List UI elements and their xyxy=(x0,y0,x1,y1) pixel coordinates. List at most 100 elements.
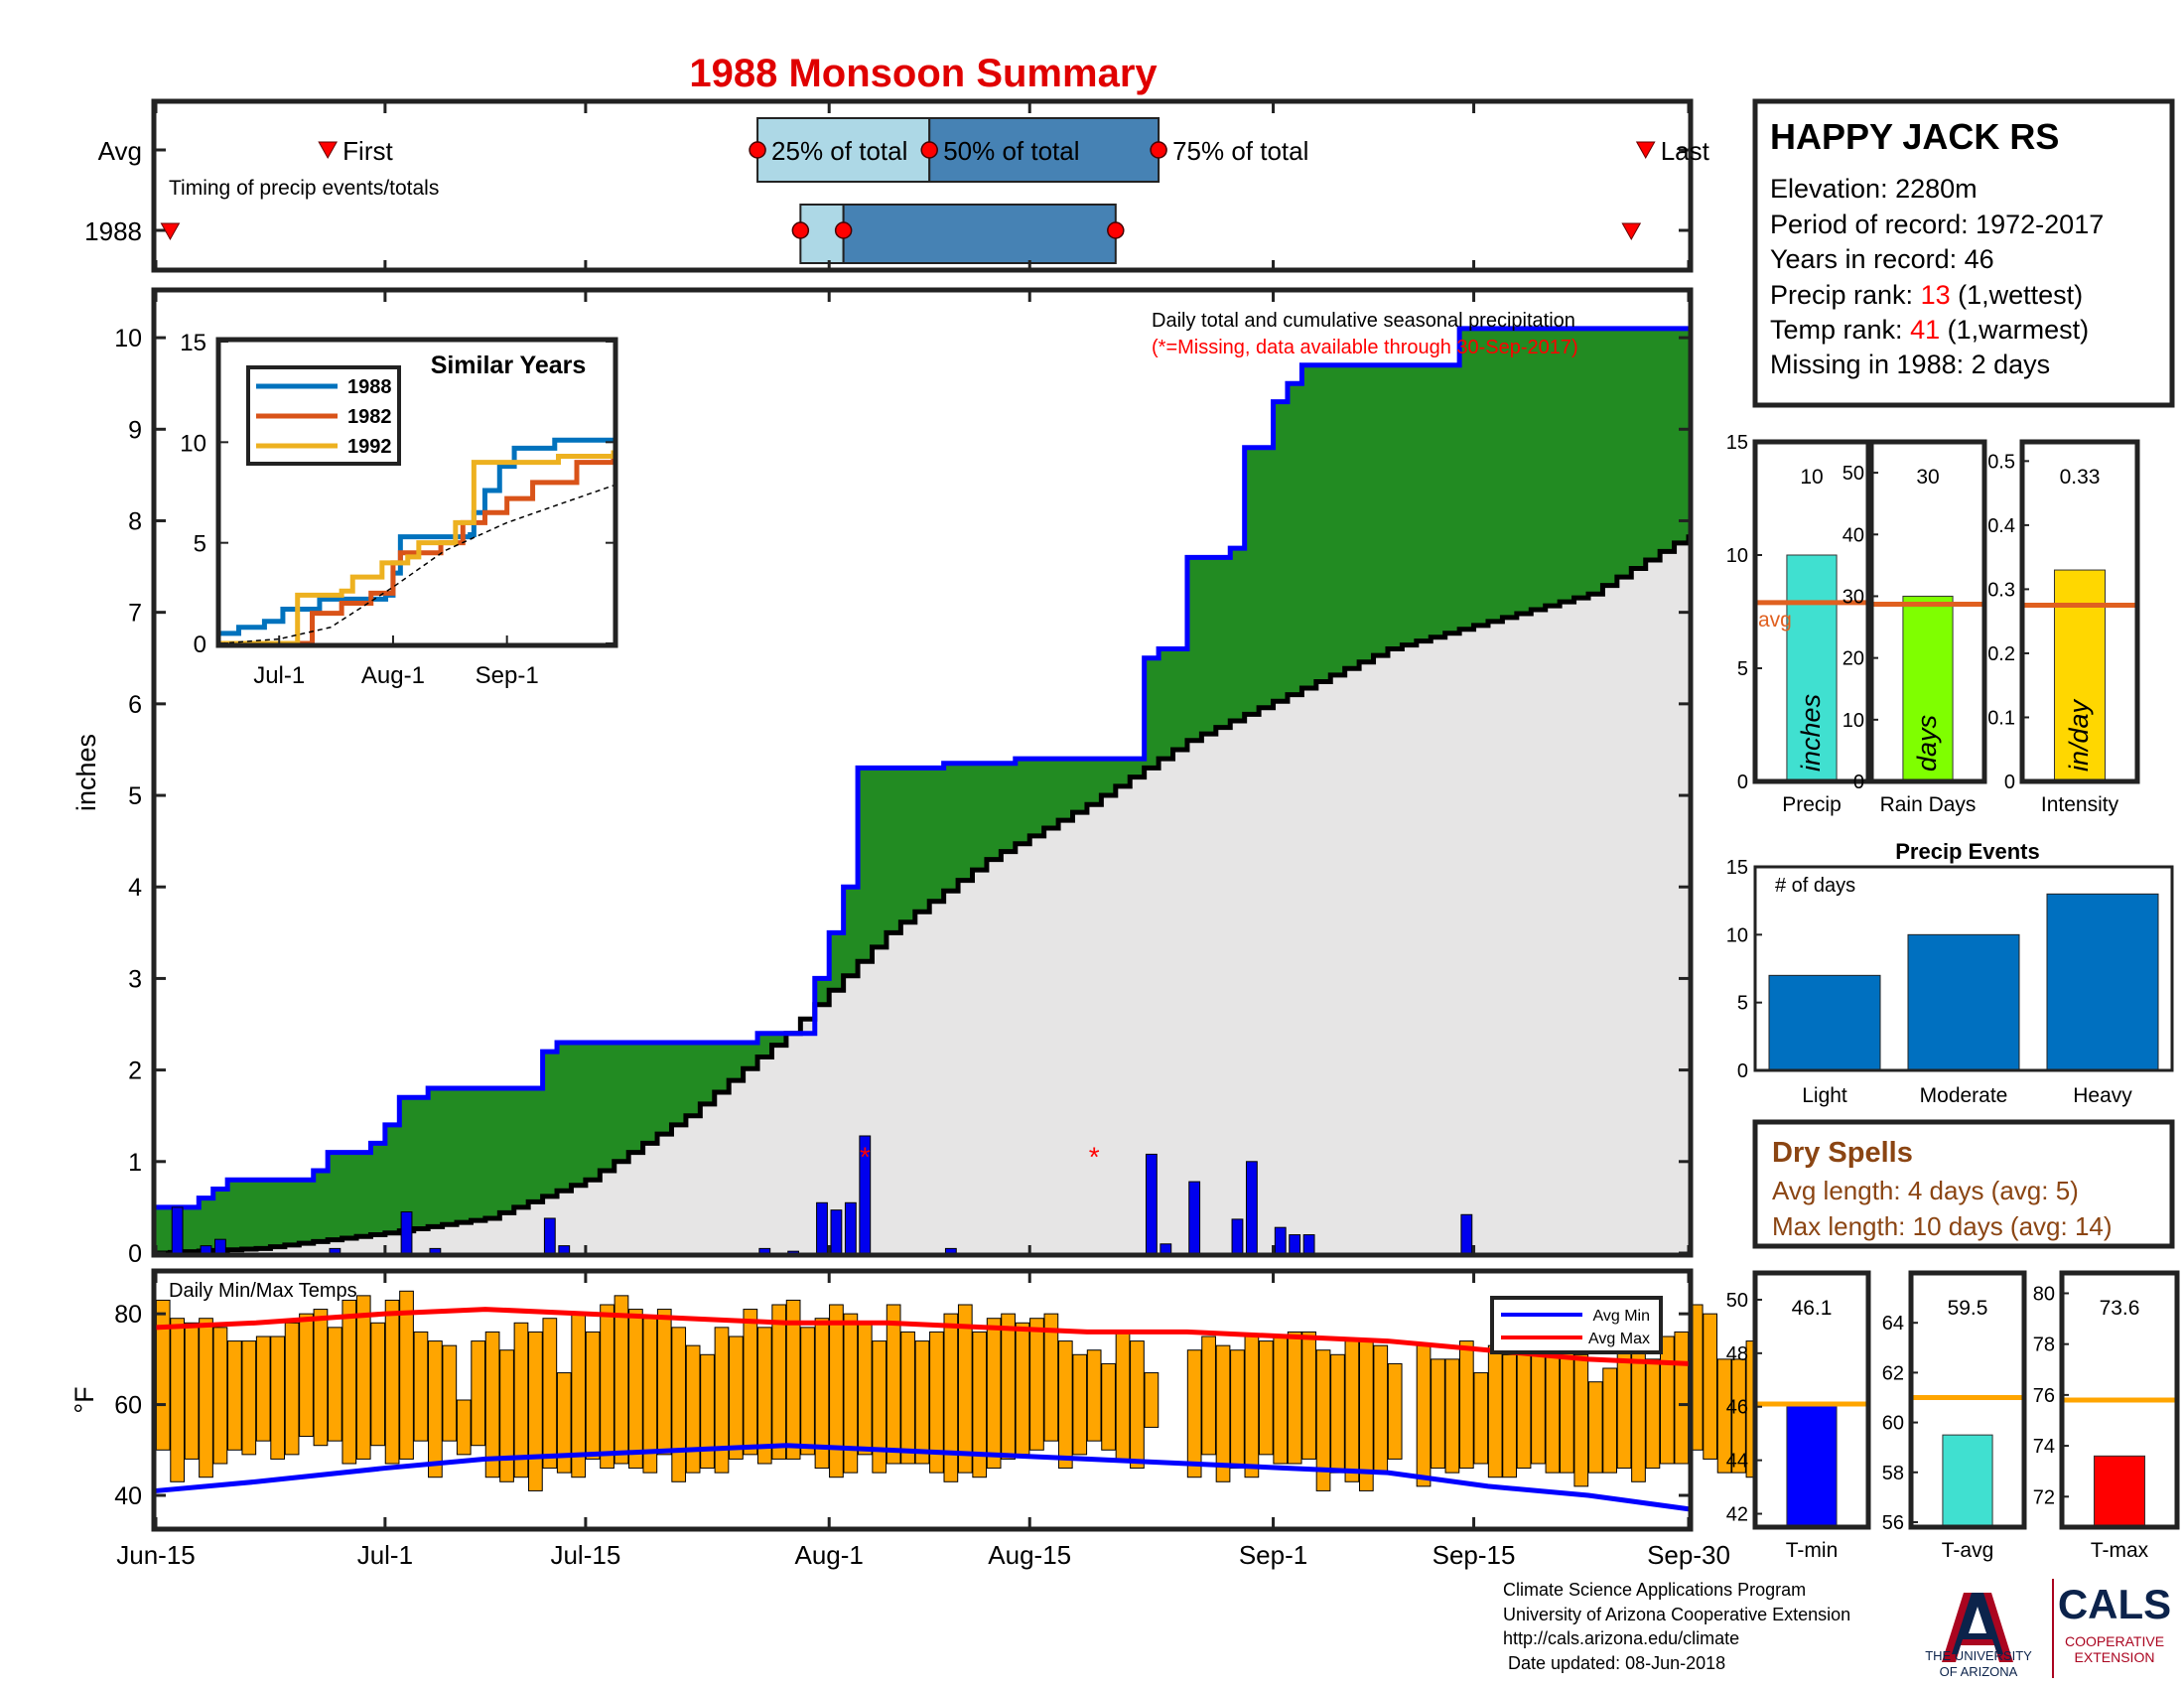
dry-spells-max: Max length: 10 days (avg: 14) xyxy=(1772,1211,2113,1241)
small-chart-category-label: T-min xyxy=(1786,1539,1839,1562)
temp-range-bar xyxy=(1230,1349,1245,1470)
main-ytick-label: 0 xyxy=(128,1240,142,1268)
temp-range-bar xyxy=(957,1304,973,1474)
temp-range-bar xyxy=(1645,1358,1661,1470)
daily-precip-bar xyxy=(1460,1213,1473,1254)
small-chart-ytick-label: 48 xyxy=(1726,1343,1748,1365)
footer-line-2: University of Arizona Cooperative Extens… xyxy=(1503,1604,1851,1624)
main-annotation-missing: (*=Missing, data available through 30-Se… xyxy=(1152,337,1578,358)
precip-event-bar xyxy=(1907,933,2020,1071)
daily-precip-bar xyxy=(758,1247,771,1254)
small-chart-bar xyxy=(2093,1455,2146,1528)
temp-range-bar xyxy=(413,1331,429,1442)
small-chart-ytick-label: 40 xyxy=(1843,524,1864,546)
events-ytick-label: 5 xyxy=(1737,993,1748,1015)
small-chart-frame xyxy=(1908,1270,2027,1530)
temp-range-bar xyxy=(471,1340,486,1447)
inset-ytick-label: 15 xyxy=(180,330,206,356)
temps-panel-label: Daily Min/Max Temps xyxy=(169,1280,357,1302)
year-last-marker xyxy=(1621,222,1642,241)
main-ytick-label: 4 xyxy=(128,874,142,902)
events-ytick-label: 15 xyxy=(1726,857,1748,879)
legend-avg-max: Avg Max xyxy=(1588,1331,1650,1347)
temp-range-bar xyxy=(685,1344,701,1474)
year-p25-marker xyxy=(791,221,810,239)
daily-precip-bar xyxy=(816,1201,828,1254)
daily-precip-bar xyxy=(558,1245,571,1254)
temp-range-bar xyxy=(1559,1340,1574,1474)
temp-range-bar xyxy=(1315,1349,1331,1491)
temp-range-bar xyxy=(442,1344,458,1442)
temp-range-bar xyxy=(370,1322,386,1447)
figure-title: 1988 Monsoon Summary xyxy=(689,52,1158,95)
precip-event-category: Light xyxy=(1802,1084,1847,1107)
temp-range-bar xyxy=(1101,1362,1116,1451)
year-first-marker xyxy=(160,222,181,241)
p75-label: 75% of total xyxy=(1172,136,1308,166)
temp-range-bar xyxy=(355,1295,371,1460)
small-chart-value-label: 10 xyxy=(1800,466,1823,489)
cals-sub-2: EXTENSION xyxy=(2075,1649,2155,1665)
small-chart-frame xyxy=(1868,439,1987,784)
main-ytick-label: 6 xyxy=(128,691,142,719)
footer-line-3: http://cals.arizona.edu/climate xyxy=(1503,1628,1740,1648)
temp-range-bar xyxy=(1502,1353,1517,1478)
temp-range-bar xyxy=(328,1327,342,1442)
avg-cumulative-line xyxy=(156,534,1692,1256)
temp-range-bar xyxy=(227,1340,242,1451)
university-of-arizona-logo: THE UNIVERSITY OF ARIZONA xyxy=(1925,1593,2032,1679)
date-tick-label: Jul-1 xyxy=(357,1540,413,1570)
small-chart-value-label: 30 xyxy=(1916,466,1939,489)
main-ytick-label: 1 xyxy=(128,1149,142,1177)
main-ytick-label: 7 xyxy=(128,600,142,628)
small-chart-unit-label: days xyxy=(1912,715,1942,772)
temp-range-bar xyxy=(914,1340,930,1465)
avg-label: avg xyxy=(1758,609,1792,632)
cals-text: CALS xyxy=(2058,1581,2171,1627)
year-p75-marker xyxy=(1107,221,1125,239)
daily-precip-bar xyxy=(1302,1234,1315,1254)
small-chart-frame xyxy=(2059,1270,2180,1530)
similar-years-inset: 0 5 10 15 Jul-1 Aug-1 Sep-1 Similar Years 1988… xyxy=(180,330,618,689)
temp-range-bar xyxy=(743,1309,758,1456)
small-chart-value-label: 59.5 xyxy=(1948,1297,1988,1320)
small-chart-ytick-label: 0 xyxy=(1737,772,1748,793)
date-tick-label: Jun-15 xyxy=(116,1540,196,1570)
precip-event-bar xyxy=(1768,974,1881,1071)
cals-logo: CALS COOPERATIVE EXTENSION xyxy=(2058,1581,2171,1665)
station-missing: Missing in 1988: 2 days xyxy=(1770,350,2050,379)
similar-avg-line xyxy=(219,485,614,644)
temp-range-bar xyxy=(499,1349,514,1482)
temp-range-bar xyxy=(528,1331,543,1491)
small-chart-bar xyxy=(1786,554,1838,782)
temp-range-bar xyxy=(1215,1344,1231,1482)
temp-range-bar xyxy=(614,1295,629,1465)
temp-range-bar xyxy=(284,1322,300,1456)
temp-range-bar xyxy=(785,1299,801,1460)
temp-range-bar xyxy=(1674,1331,1690,1465)
small-chart-value-label: 46.1 xyxy=(1792,1297,1833,1320)
avg-p75-marker xyxy=(1150,141,1167,159)
small-chart-ytick-label: 30 xyxy=(1843,586,1864,608)
main-ytick-label: 2 xyxy=(128,1057,142,1085)
temp-range-bar xyxy=(212,1327,228,1465)
temp-range-bar xyxy=(1444,1358,1460,1474)
legend-1992: 1992 xyxy=(347,436,392,458)
temp-range-bar xyxy=(1086,1349,1102,1442)
small-chart-frame xyxy=(1752,439,1871,784)
similar-years-title: Similar Years xyxy=(431,352,587,379)
dry-spells-avg: Avg length: 4 days (avg: 5) xyxy=(1772,1176,2079,1205)
daily-precip-bar xyxy=(200,1245,212,1254)
ua-text-1: THE UNIVERSITY xyxy=(1925,1648,2032,1663)
temps-ytick-label: 80 xyxy=(114,1301,142,1329)
temp-range-bar xyxy=(1531,1349,1546,1465)
daily-precip-bar xyxy=(830,1209,843,1254)
temp-range-bar xyxy=(1015,1322,1030,1456)
temp-range-bar xyxy=(1344,1340,1360,1482)
station-info-box: HAPPY JACK RS Elevation: 2280m Period of… xyxy=(1752,98,2175,408)
precip-events-chart: Precip Events Light Moderate Heavy 0 5 10 15 #… xyxy=(1726,839,2174,1107)
temp-range-bar xyxy=(1387,1362,1403,1460)
small-chart-ytick-label: 10 xyxy=(1726,545,1748,567)
temp-range-bar xyxy=(199,1318,213,1478)
p50-label: 50% of total xyxy=(943,136,1079,166)
